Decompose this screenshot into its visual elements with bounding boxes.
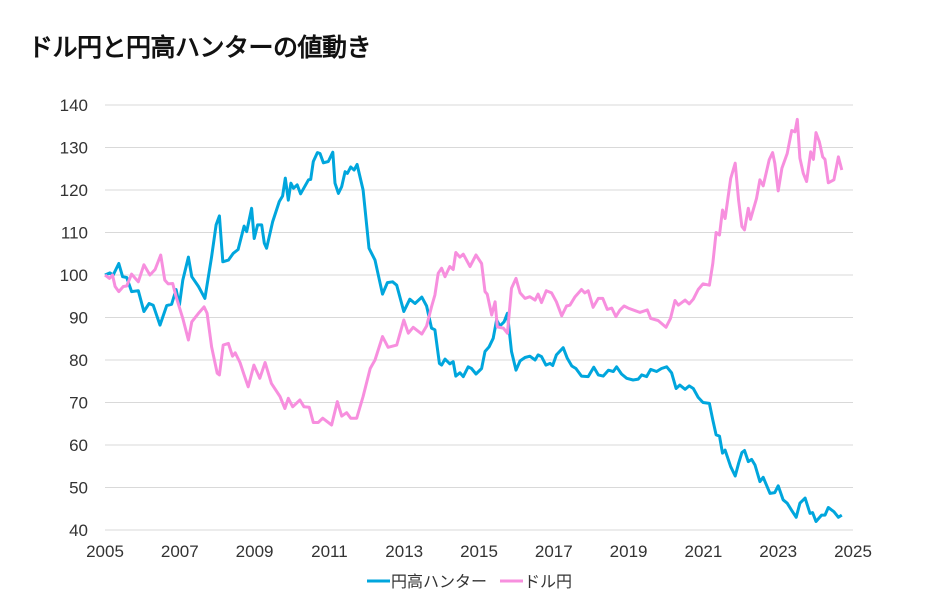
x-tick-label: 2011 [311,542,348,561]
y-tick-label: 70 [69,394,88,413]
gridlines [105,104,853,531]
y-tick-label: 140 [60,96,88,115]
x-tick-label: 2019 [610,542,648,561]
legend: 円高ハンター ドル円 [367,573,572,591]
x-tick-label: 2005 [86,542,124,561]
x-tick-label: 2013 [385,542,423,561]
series-line-1 [104,117,844,427]
x-tick-label: 2017 [535,542,573,561]
y-tick-label: 60 [69,436,88,455]
y-axis-ticks: 40 50 60 70 80 90 100 110 120 130 140 [60,96,88,540]
y-tick-label: 50 [69,479,88,498]
y-tick-label: 130 [60,139,88,158]
x-tick-label: 2021 [684,542,722,561]
legend-item: 円高ハンター [367,573,487,591]
y-tick-label: 120 [60,181,88,200]
y-tick-label: 90 [69,309,88,328]
y-tick-label: 80 [69,351,88,370]
legend-label: ドル円 [524,574,572,591]
x-tick-label: 2015 [460,542,498,561]
x-axis-ticks: 2005 2007 2009 2011 2013 2015 2017 2019 2021 2023… [86,542,872,561]
x-tick-label: 2023 [759,542,797,561]
y-tick-label: 110 [61,224,88,243]
x-tick-label: 2007 [161,542,199,561]
x-tick-label: 2025 [834,542,872,561]
chart-title: ドル円と円高ハンターの値動き [28,34,372,62]
legend-item: ドル円 [500,574,572,591]
legend-label: 円高ハンター [391,573,487,591]
y-tick-label: 100 [60,266,88,285]
series-line-0 [104,150,843,523]
y-tick-label: 40 [69,521,88,540]
series-lines [104,117,844,523]
x-tick-label: 2009 [236,542,274,561]
